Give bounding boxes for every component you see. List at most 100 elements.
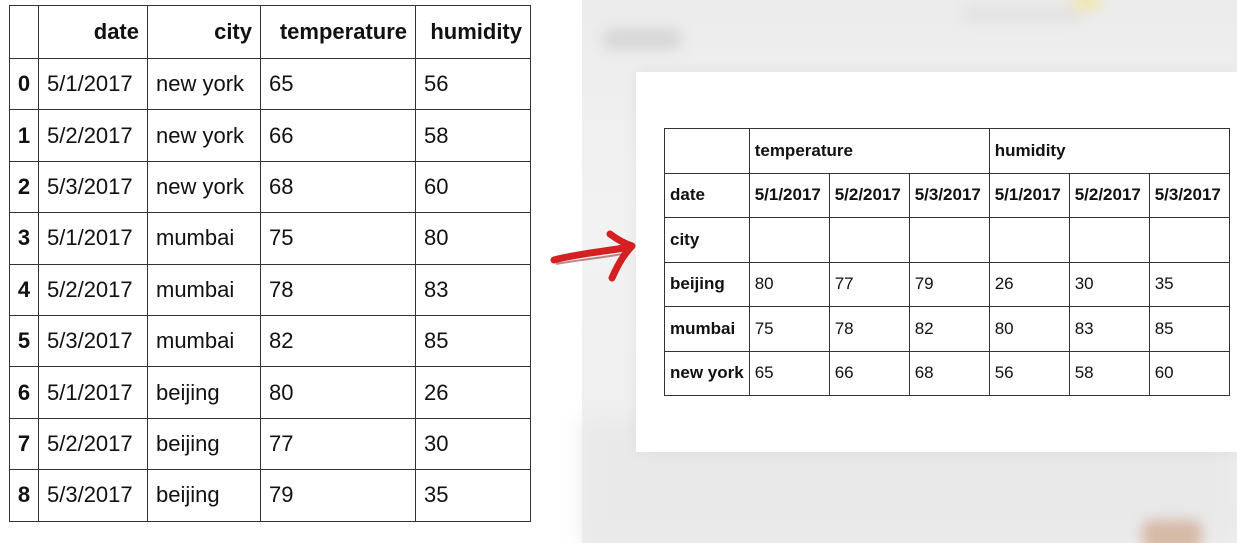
row-index: 2 [9,160,39,214]
pivot-date-header: 5/1/2017 [748,172,830,218]
cell-date: 5/2/2017 [38,263,148,316]
cell-city: new york [147,109,261,162]
cell-humidity: 85 [415,314,531,368]
pivot-cell: 82 [908,306,990,352]
cell-date: 5/2/2017 [38,417,148,471]
table-row: 8 5/3/2017 beijing 79 35 [9,469,531,522]
pivot-date-header: 5/2/2017 [1068,172,1150,218]
pivot-top-header-row: temperature humidity [664,128,1230,174]
column-header-city: city [147,5,261,59]
pivot-index-name: city [664,217,750,263]
cell-date: 5/1/2017 [38,212,148,265]
table-row: 7 5/2/2017 beijing 77 30 [9,417,531,471]
column-header-humidity: humidity [415,5,531,59]
column-header-temperature: temperature [260,5,416,59]
table-row: 2 5/3/2017 new york 68 60 [9,160,531,214]
table-row: 3 5/1/2017 mumbai 75 80 [9,212,531,265]
pivot-cell: 78 [828,306,910,352]
pivot-row: beijing 80 77 79 26 30 35 [664,261,1230,307]
cell-date: 5/3/2017 [38,314,148,368]
pivot-date-header: 5/2/2017 [828,172,910,218]
row-index: 3 [9,212,39,265]
cell-city: new york [147,57,261,111]
pivot-cell: 79 [908,261,990,307]
cell-city: mumbai [147,212,261,265]
pivot-cell: 35 [1148,261,1230,307]
pivot-cell: 58 [1068,350,1150,396]
pivot-cell: 85 [1148,306,1230,352]
pivot-row-city: new york [664,350,750,396]
cell-city: new york [147,160,261,214]
cell-humidity: 26 [415,366,531,419]
pivot-index-name-row: city [664,217,1230,263]
pivot-cell: 66 [828,350,910,396]
cell-date: 5/2/2017 [38,109,148,162]
cell-humidity: 58 [415,109,531,162]
pivot-date-header: 5/3/2017 [1148,172,1230,218]
pivot-table: temperature humidity date 5/1/2017 5/2/2… [664,128,1230,396]
header-row: date city temperature humidity [9,5,531,59]
pivot-cell: 83 [1068,306,1150,352]
source-dataframe: date city temperature humidity 0 5/1/2017… [9,5,531,522]
pivot-date-header-row: date 5/1/2017 5/2/2017 5/3/2017 5/1/2017… [664,172,1230,218]
row-index: 6 [9,366,39,419]
pivot-header-humidity: humidity [988,128,1230,174]
pivot-cell: 68 [908,350,990,396]
pivot-cell: 60 [1148,350,1230,396]
table-row: 1 5/2/2017 new york 66 58 [9,109,531,162]
pivot-cell: 77 [828,261,910,307]
row-index: 7 [9,417,39,471]
pivot-cell: 26 [988,261,1070,307]
cell-humidity: 60 [415,160,531,214]
cell-humidity: 35 [415,469,531,522]
cell-temperature: 66 [260,109,416,162]
pivot-header-temperature: temperature [748,128,990,174]
cell-date: 5/1/2017 [38,57,148,111]
cell-humidity: 56 [415,57,531,111]
cell-temperature: 78 [260,263,416,316]
pivot-cell: 30 [1068,261,1150,307]
pivot-row: new york 65 66 68 56 58 60 [664,350,1230,396]
pivot-cell: 80 [988,306,1070,352]
pivot-date-header: 5/1/2017 [988,172,1070,218]
cell-date: 5/1/2017 [38,366,148,419]
table-row: 6 5/1/2017 beijing 80 26 [9,366,531,419]
cell-temperature: 75 [260,212,416,265]
pivot-cell: 75 [748,306,830,352]
cell-city: mumbai [147,314,261,368]
cell-temperature: 77 [260,417,416,471]
table-row: 0 5/1/2017 new york 65 56 [9,57,531,111]
row-index: 4 [9,263,39,316]
cell-date: 5/3/2017 [38,469,148,522]
cell-city: mumbai [147,263,261,316]
row-index: 1 [9,109,39,162]
cell-temperature: 65 [260,57,416,111]
cell-city: beijing [147,417,261,471]
row-index: 8 [9,469,39,522]
cell-temperature: 82 [260,314,416,368]
pivot-cell: 56 [988,350,1070,396]
row-index: 5 [9,314,39,368]
pivot-cell: 65 [748,350,830,396]
column-header-date: date [38,5,148,59]
cell-humidity: 30 [415,417,531,471]
table-row: 4 5/2/2017 mumbai 78 83 [9,263,531,316]
pivot-corner [664,128,750,174]
cell-city: beijing [147,469,261,522]
right-arrow-icon [550,230,636,282]
pivot-cell: 80 [748,261,830,307]
row-index: 0 [9,57,39,111]
pivot-row: mumbai 75 78 82 80 83 85 [664,306,1230,352]
pivot-date-label: date [664,172,750,218]
cell-humidity: 80 [415,212,531,265]
cell-city: beijing [147,366,261,419]
cell-date: 5/3/2017 [38,160,148,214]
table-row: 5 5/3/2017 mumbai 82 85 [9,314,531,368]
cell-temperature: 80 [260,366,416,419]
index-header [9,5,39,59]
cell-humidity: 83 [415,263,531,316]
cell-temperature: 79 [260,469,416,522]
pivot-row-city: mumbai [664,306,750,352]
pivot-row-city: beijing [664,261,750,307]
